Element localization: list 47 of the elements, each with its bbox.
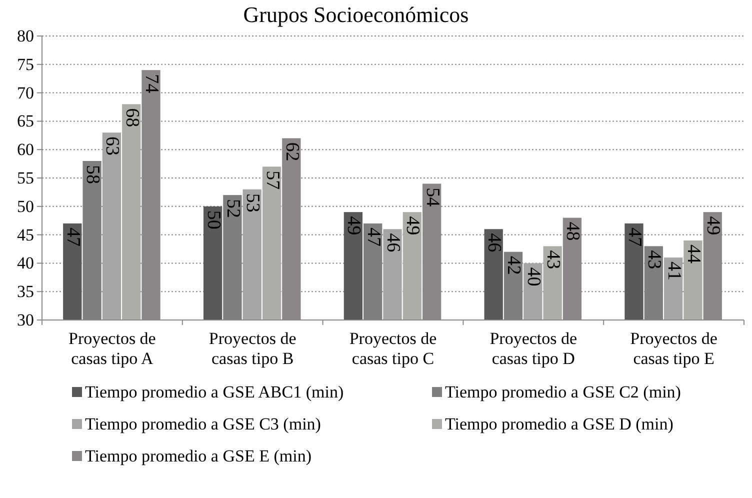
data-label: 44 xyxy=(682,244,704,264)
data-label: 62 xyxy=(281,142,302,162)
data-label: 50 xyxy=(202,210,224,230)
legend-label: Tiempo promedio a GSE E (min) xyxy=(85,446,312,466)
data-label: 52 xyxy=(222,199,244,218)
data-label: 57 xyxy=(262,170,283,190)
data-label: 58 xyxy=(82,164,104,184)
data-label: 68 xyxy=(121,108,142,128)
data-label: 48 xyxy=(562,222,584,241)
x-tick-label: Proyectos de casas tipo B xyxy=(208,329,296,368)
y-tick-label: 45 xyxy=(17,225,34,244)
legend-label: Tiempo promedio a GSE C2 (min) xyxy=(445,382,681,402)
data-label: 42 xyxy=(503,256,524,275)
legend-label: Tiempo promedio a GSE ABC1 (min) xyxy=(85,382,344,402)
data-label: 47 xyxy=(624,227,645,246)
data-label: 41 xyxy=(663,262,684,281)
x-tick-label: Proyectos de casas tipo D xyxy=(490,329,578,368)
x-tick-label: Proyectos de casas tipo A xyxy=(68,329,156,368)
y-tick-label: 35 xyxy=(17,282,34,302)
data-label: 49 xyxy=(343,216,364,236)
y-tick-label: 60 xyxy=(17,140,34,160)
data-label: 63 xyxy=(102,136,123,156)
data-label: 74 xyxy=(141,74,162,94)
chart-title: Grupos Socioeconómicos xyxy=(243,2,469,27)
data-label: 49 xyxy=(702,216,724,236)
y-tick-label: 50 xyxy=(17,196,34,216)
data-label: 53 xyxy=(242,193,264,212)
data-label: 46 xyxy=(484,233,505,252)
data-label: 54 xyxy=(422,188,443,208)
x-tick-label: Proyectos de casas tipo E xyxy=(630,329,718,368)
data-label: 43 xyxy=(644,250,665,270)
legend-label: Tiempo promedio a GSE C3 (min) xyxy=(85,414,321,434)
y-tick-label: 75 xyxy=(17,54,34,74)
data-label: 43 xyxy=(542,250,564,270)
data-label: 47 xyxy=(62,227,84,246)
data-label: 40 xyxy=(522,267,544,286)
data-label: 49 xyxy=(402,216,424,236)
y-tick-label: 30 xyxy=(17,310,34,330)
y-tick-label: 55 xyxy=(17,168,34,188)
y-tick-label: 40 xyxy=(17,254,34,273)
x-tick-label: Proyectos de casas tipo C xyxy=(349,329,437,368)
data-label: 47 xyxy=(362,227,384,246)
y-tick-label: 70 xyxy=(17,83,34,102)
data-label: 46 xyxy=(382,233,404,252)
y-tick-label: 80 xyxy=(17,26,34,46)
y-tick-label: 65 xyxy=(17,112,34,131)
legend-label: Tiempo promedio a GSE D (min) xyxy=(445,414,674,434)
